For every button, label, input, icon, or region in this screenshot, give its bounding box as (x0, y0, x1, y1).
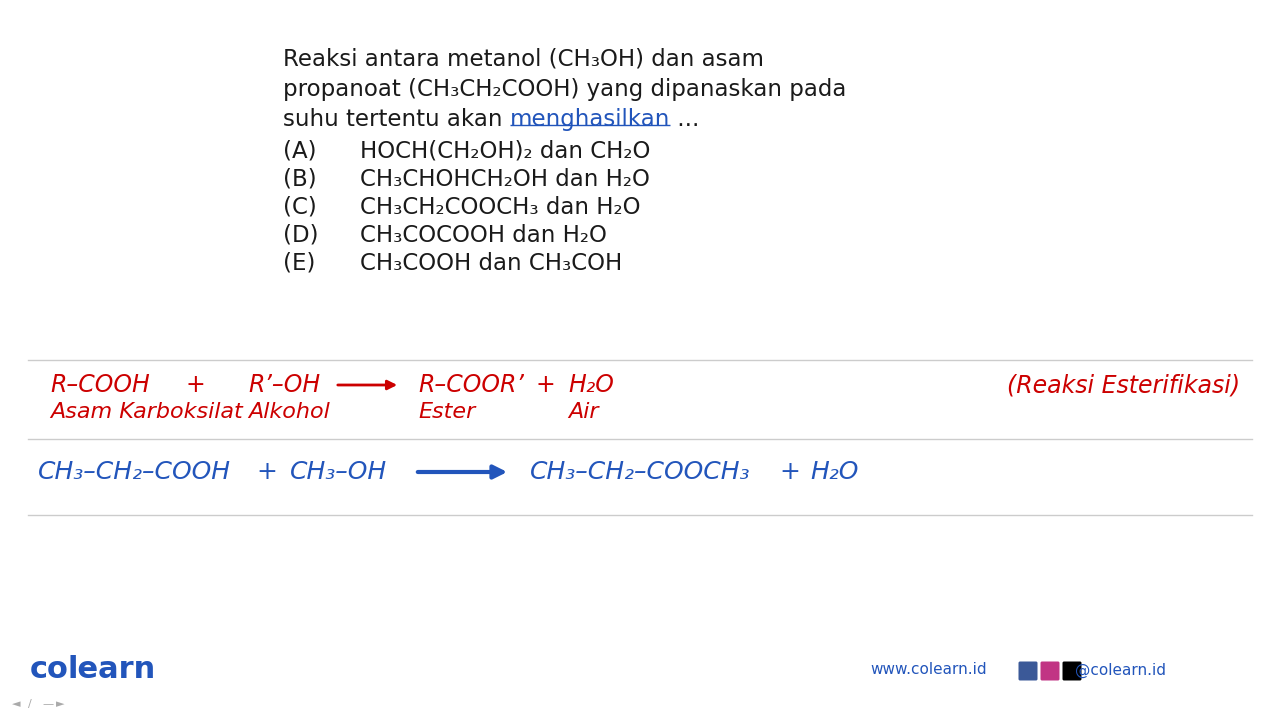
Text: R’–OH: R’–OH (248, 373, 320, 397)
Text: Reaksi antara metanol (CH₃OH) dan asam: Reaksi antara metanol (CH₃OH) dan asam (283, 48, 764, 71)
Text: +: + (780, 460, 800, 484)
Text: Asam Karboksilat: Asam Karboksilat (50, 402, 243, 422)
Text: Ester: Ester (419, 402, 475, 422)
Text: suhu tertentu akan: suhu tertentu akan (283, 108, 509, 131)
Text: propanoat (CH₃CH₂COOH) yang dipanaskan pada: propanoat (CH₃CH₂COOH) yang dipanaskan p… (283, 78, 846, 101)
Text: ...: ... (671, 108, 699, 131)
Text: —: — (42, 699, 54, 709)
Text: +: + (186, 373, 205, 397)
FancyBboxPatch shape (1041, 662, 1060, 680)
Text: co: co (29, 655, 69, 685)
Text: CH₃–CH₂–COOCH₃: CH₃–CH₂–COOCH₃ (530, 460, 750, 484)
Text: R–COOH: R–COOH (50, 373, 150, 397)
Text: (A): (A) (283, 140, 316, 163)
Text: CH₃COOH dan CH₃COH: CH₃COOH dan CH₃COH (360, 252, 622, 275)
Text: ►: ► (56, 699, 64, 709)
FancyBboxPatch shape (1019, 662, 1038, 680)
Text: CH₃–OH: CH₃–OH (291, 460, 387, 484)
Text: (Reaksi Esterifikasi): (Reaksi Esterifikasi) (1007, 373, 1240, 397)
Text: (B): (B) (283, 168, 316, 191)
Text: /: / (28, 699, 32, 709)
Text: R–COOR’: R–COOR’ (419, 373, 524, 397)
Text: www.colearn.id: www.colearn.id (870, 662, 987, 678)
Text: H₂O: H₂O (568, 373, 614, 397)
FancyBboxPatch shape (1062, 662, 1082, 680)
Text: ◄: ◄ (12, 699, 20, 709)
Text: Air: Air (568, 402, 599, 422)
Text: CH₃COCOOH dan H₂O: CH₃COCOOH dan H₂O (360, 224, 607, 247)
Text: (D): (D) (283, 224, 319, 247)
Text: CH₃CH₂COOCH₃ dan H₂O: CH₃CH₂COOCH₃ dan H₂O (360, 196, 640, 219)
Text: HOCH(CH₂OH)₂ dan CH₂O: HOCH(CH₂OH)₂ dan CH₂O (360, 140, 650, 163)
Text: +: + (535, 373, 554, 397)
Text: learn: learn (68, 655, 156, 685)
Text: (E): (E) (283, 252, 315, 275)
Text: (C): (C) (283, 196, 316, 219)
Text: Alkohol: Alkohol (248, 402, 330, 422)
Text: H₂O: H₂O (810, 460, 859, 484)
Text: menghasilkan: menghasilkan (509, 108, 671, 131)
Text: @colearn.id: @colearn.id (1075, 662, 1166, 678)
Text: +: + (256, 460, 278, 484)
Text: CH₃–CH₂–COOH: CH₃–CH₂–COOH (38, 460, 230, 484)
Text: CH₃CHOHCH₂OH dan H₂O: CH₃CHOHCH₂OH dan H₂O (360, 168, 650, 191)
